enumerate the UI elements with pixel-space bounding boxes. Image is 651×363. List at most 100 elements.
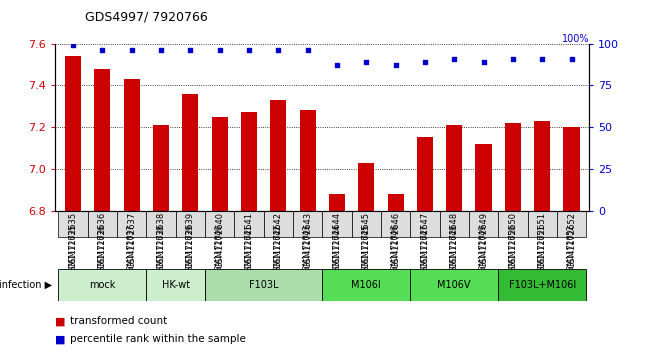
Text: GSM1172644: GSM1172644: [333, 224, 341, 276]
Text: F103L+M106I: F103L+M106I: [508, 280, 576, 290]
Text: GSM1172644: GSM1172644: [333, 212, 341, 268]
Point: [566, 56, 577, 61]
Text: GSM1172646: GSM1172646: [391, 224, 400, 276]
Point: [420, 59, 430, 65]
Bar: [417, 138, 433, 211]
Text: 100%: 100%: [562, 33, 589, 44]
Point: [332, 62, 342, 68]
Point: [126, 47, 137, 53]
Text: GSM1172652: GSM1172652: [567, 212, 576, 268]
Bar: [299, 110, 316, 211]
Point: [97, 47, 107, 53]
Text: GSM1172636: GSM1172636: [98, 224, 107, 276]
Text: GSM1172648: GSM1172648: [450, 224, 459, 276]
Text: ■: ■: [55, 334, 66, 344]
Text: transformed count: transformed count: [70, 316, 167, 326]
Bar: [475, 144, 492, 211]
Bar: [234, 211, 264, 237]
Text: GSM1172648: GSM1172648: [450, 212, 459, 268]
Point: [361, 59, 372, 65]
Bar: [410, 211, 439, 237]
Text: ■: ■: [55, 316, 66, 326]
Point: [243, 47, 254, 53]
Text: GSM1172645: GSM1172645: [362, 224, 370, 276]
Text: F103L: F103L: [249, 280, 279, 290]
Text: GSM1172650: GSM1172650: [508, 212, 518, 268]
Text: GSM1172638: GSM1172638: [156, 212, 165, 268]
Bar: [352, 211, 381, 237]
Point: [478, 59, 489, 65]
Bar: [387, 194, 404, 211]
Text: GSM1172642: GSM1172642: [274, 212, 283, 268]
Text: GSM1172647: GSM1172647: [421, 212, 430, 268]
Bar: [270, 100, 286, 211]
Text: GSM1172635: GSM1172635: [68, 212, 77, 268]
Point: [68, 42, 78, 48]
Point: [302, 47, 312, 53]
Bar: [212, 117, 228, 211]
Bar: [59, 211, 88, 237]
Point: [508, 56, 518, 61]
Point: [185, 47, 195, 53]
Bar: [446, 125, 462, 211]
Text: GSM1172639: GSM1172639: [186, 224, 195, 276]
Bar: [564, 127, 579, 211]
Text: GSM1172646: GSM1172646: [391, 212, 400, 268]
Text: GSM1172638: GSM1172638: [156, 224, 165, 276]
Text: mock: mock: [89, 280, 115, 290]
Text: GSM1172639: GSM1172639: [186, 212, 195, 268]
Text: GSM1172649: GSM1172649: [479, 212, 488, 268]
Text: HK-wt: HK-wt: [161, 280, 189, 290]
Bar: [59, 269, 146, 301]
Bar: [94, 69, 110, 211]
Text: M106I: M106I: [352, 280, 381, 290]
Bar: [358, 163, 374, 211]
Bar: [322, 211, 352, 237]
Text: GSM1172651: GSM1172651: [538, 224, 547, 276]
Bar: [264, 211, 293, 237]
Text: GSM1172641: GSM1172641: [244, 224, 253, 276]
Text: GDS4997/ 7920766: GDS4997/ 7920766: [85, 11, 208, 24]
Bar: [124, 79, 140, 211]
Bar: [146, 211, 176, 237]
Bar: [117, 211, 146, 237]
Text: GSM1172640: GSM1172640: [215, 224, 224, 276]
Bar: [322, 269, 410, 301]
Text: percentile rank within the sample: percentile rank within the sample: [70, 334, 246, 344]
Text: GSM1172635: GSM1172635: [68, 224, 77, 276]
Bar: [329, 194, 345, 211]
Text: GSM1172637: GSM1172637: [127, 212, 136, 268]
Bar: [153, 125, 169, 211]
Bar: [498, 211, 527, 237]
Bar: [557, 211, 586, 237]
Bar: [88, 211, 117, 237]
Bar: [505, 123, 521, 211]
Text: M106V: M106V: [437, 280, 471, 290]
Bar: [534, 121, 550, 211]
Text: GSM1172643: GSM1172643: [303, 212, 312, 268]
Bar: [439, 211, 469, 237]
Point: [449, 56, 460, 61]
Bar: [205, 269, 322, 301]
Bar: [182, 94, 199, 211]
Bar: [527, 211, 557, 237]
Text: GSM1172643: GSM1172643: [303, 224, 312, 276]
Bar: [241, 113, 257, 211]
Text: GSM1172641: GSM1172641: [244, 212, 253, 268]
Point: [273, 47, 283, 53]
Bar: [205, 211, 234, 237]
Text: GSM1172636: GSM1172636: [98, 212, 107, 268]
Bar: [469, 211, 498, 237]
Text: GSM1172645: GSM1172645: [362, 212, 370, 268]
Bar: [293, 211, 322, 237]
Bar: [410, 269, 498, 301]
Text: GSM1172651: GSM1172651: [538, 212, 547, 268]
Bar: [176, 211, 205, 237]
Point: [156, 47, 166, 53]
Point: [537, 56, 547, 61]
Bar: [498, 269, 586, 301]
Bar: [65, 56, 81, 211]
Text: GSM1172642: GSM1172642: [274, 224, 283, 276]
Text: infection ▶: infection ▶: [0, 280, 52, 290]
Point: [391, 62, 401, 68]
